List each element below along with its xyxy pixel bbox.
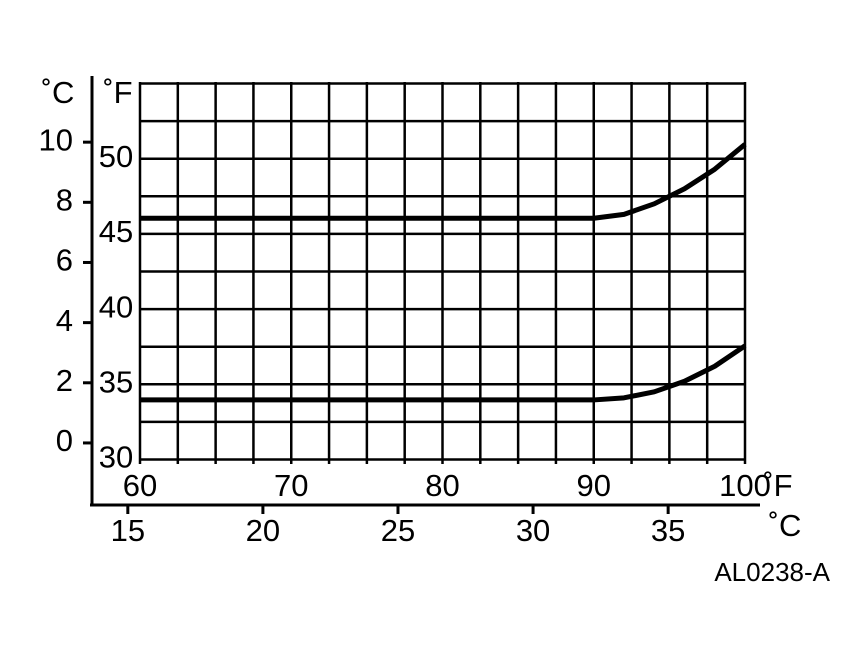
y-tick-label: 0 — [56, 423, 73, 458]
y2-tick-label: 50 — [99, 139, 133, 174]
x-unit-label: ˚F — [763, 468, 792, 503]
curve — [140, 343, 747, 403]
x2-tick-label: 30 — [516, 513, 550, 548]
x2-tick-label: 35 — [651, 513, 685, 548]
y-tick-label: 8 — [56, 183, 73, 218]
y-tick-label: 6 — [56, 243, 73, 278]
y-tick-label: 2 — [56, 363, 73, 398]
curve — [140, 142, 747, 221]
y2-tick-label: 45 — [99, 214, 133, 249]
y-tick-label: 4 — [56, 303, 73, 338]
x-tick-label: 90 — [577, 468, 611, 503]
y2-tick-label: 30 — [99, 440, 133, 475]
y2-tick-label: 40 — [99, 289, 133, 324]
y2-unit-label: ˚F — [103, 75, 132, 110]
figure-code: AL0238-A — [714, 557, 830, 587]
y-tick-label: 10 — [39, 122, 73, 157]
x-tick-label: 60 — [123, 468, 157, 503]
x-tick-label: 70 — [274, 468, 308, 503]
x-tick-label: 100 — [719, 468, 771, 503]
y2-tick-label: 35 — [99, 364, 133, 399]
x2-tick-label: 15 — [111, 513, 145, 548]
x2-unit-label: ˚C — [769, 508, 802, 543]
x2-tick-label: 20 — [246, 513, 280, 548]
x2-tick-label: 25 — [381, 513, 415, 548]
x-tick-label: 80 — [425, 468, 459, 503]
y-unit-label: ˚C — [42, 75, 75, 110]
